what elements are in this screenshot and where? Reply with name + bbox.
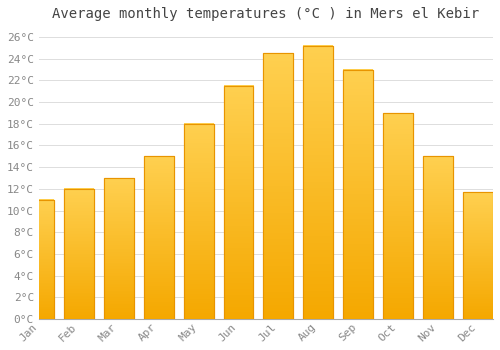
Bar [463,192,493,319]
Bar [264,53,294,319]
Bar [463,192,493,319]
Bar [64,189,94,319]
Bar [264,53,294,319]
Bar [383,113,413,319]
Bar [423,156,453,319]
Bar [344,70,374,319]
Bar [304,46,334,319]
Bar [383,113,413,319]
Bar [423,156,453,319]
Bar [104,178,134,319]
Bar [184,124,214,319]
Bar [144,156,174,319]
Bar [144,156,174,319]
Bar [24,200,54,319]
Title: Average monthly temperatures (°C ) in Mers el Kebir: Average monthly temperatures (°C ) in Me… [52,7,480,21]
Bar [64,189,94,319]
Bar [184,124,214,319]
Bar [24,200,54,319]
Bar [344,70,374,319]
Bar [104,178,134,319]
Bar [224,86,254,319]
Bar [224,86,254,319]
Bar [304,46,334,319]
